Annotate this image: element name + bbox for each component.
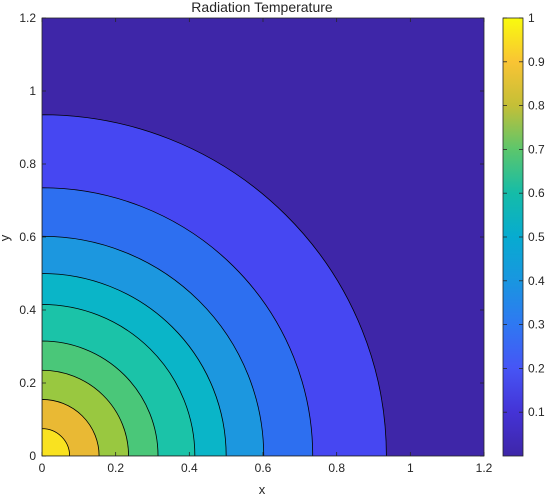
y-axis: 0 0.2 0.4 0.6 0.8 1 1.2: [19, 11, 484, 463]
x-tick-label: 0.4: [181, 461, 198, 475]
colorbar-tick-label: 0.7: [528, 142, 545, 156]
y-tick-label: 1: [29, 84, 36, 98]
x-tick-label: 0: [39, 461, 46, 475]
x-tick-label: 1.2: [476, 461, 493, 475]
colorbar-ticks: 0.1 0.2 0.3 0.4 0.5 0.6 0.7 0.8 0.9 1: [503, 11, 545, 419]
colorbar-tick-label: 0.1: [528, 405, 545, 419]
colorbar-tick-label: 0.8: [528, 99, 545, 113]
plot-area: [42, 18, 484, 456]
x-axis: 0 0.2 0.4 0.6 0.8 1 1.2: [39, 18, 493, 475]
colorbar-tick-label: 0.6: [528, 186, 545, 200]
y-tick-label: 0.4: [19, 303, 36, 317]
colorbar-tick-label: 0.9: [528, 55, 545, 69]
y-tick-label: 0.6: [19, 230, 36, 244]
y-tick-label: 0.8: [19, 157, 36, 171]
x-tick-label: 0.8: [328, 461, 345, 475]
y-tick-label: 1.2: [19, 11, 36, 25]
colorbar-tick-label: 0.5: [528, 230, 545, 244]
contour-bands: [42, 114, 387, 456]
x-tick-label: 0.6: [255, 461, 272, 475]
y-tick-label: 0.2: [19, 376, 36, 390]
chart-title: Radiation Temperature: [191, 0, 333, 15]
colorbar-tick-label: 0.4: [528, 274, 545, 288]
x-tick-label: 0.2: [107, 461, 124, 475]
x-axis-label: x: [259, 482, 266, 497]
colorbar-tick-label: 0.3: [528, 318, 545, 332]
colorbar-tick-label: 1: [528, 11, 535, 25]
y-tick-label: 0: [29, 449, 36, 463]
y-axis-label: y: [0, 234, 12, 241]
x-tick-label: 1: [407, 461, 414, 475]
colorbar-tick-label: 0.2: [528, 361, 545, 375]
contour-band-0.9: [42, 428, 71, 456]
